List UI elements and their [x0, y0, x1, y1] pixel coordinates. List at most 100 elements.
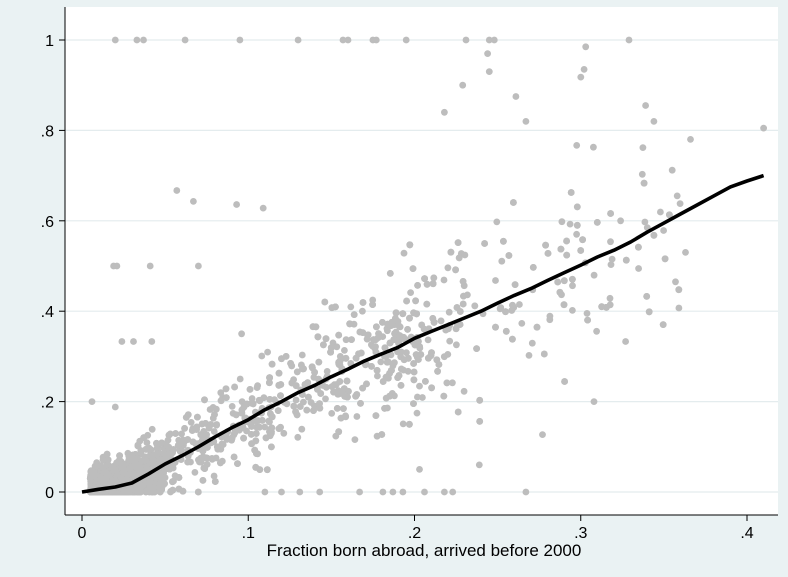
scatter-point	[113, 459, 121, 467]
scatter-point	[502, 308, 509, 316]
fit-line	[81, 173, 765, 494]
scatter-point	[389, 488, 397, 496]
scatter-point	[120, 465, 127, 473]
scatter-point	[248, 422, 256, 430]
scatter-point	[643, 293, 651, 300]
scatter-point	[359, 299, 367, 306]
scatter-point	[675, 286, 683, 294]
scatter-point	[356, 488, 363, 496]
scatter-point	[277, 423, 284, 431]
scatter-point	[428, 384, 435, 392]
scatter-point	[372, 336, 380, 343]
scatter-point	[546, 316, 554, 324]
scatter-point	[335, 428, 343, 436]
scatter-point	[502, 327, 510, 335]
scatter-point	[573, 221, 581, 229]
x-tick-label: .2	[408, 525, 421, 542]
scatter-point	[234, 460, 241, 467]
scatter-point	[274, 407, 282, 414]
scatter-point	[404, 354, 412, 362]
ticks: 0 .2 .4 .6 .8 1 0 .1 .2 .3 .4	[41, 33, 754, 542]
scatter-point	[140, 434, 148, 442]
scatter-point	[560, 277, 568, 285]
scatter-point	[255, 423, 263, 431]
y-tick-label: .4	[41, 304, 54, 321]
scatter-point	[339, 36, 347, 44]
scatter-point	[343, 377, 351, 385]
scatter-point	[188, 427, 196, 434]
scatter-point	[125, 456, 133, 464]
scatter-point	[350, 311, 358, 318]
x-axis-title: Fraction born abroad, arrived before 200…	[267, 541, 582, 560]
scatter-point	[577, 247, 585, 254]
scatter-point	[558, 218, 566, 226]
scatter-point	[445, 308, 453, 316]
scatter-point	[429, 280, 437, 288]
scatter-point	[395, 322, 403, 330]
scatter-point	[580, 66, 588, 73]
scatter-point	[640, 179, 648, 187]
scatter-point	[236, 375, 244, 383]
y-tick-label: .6	[41, 214, 54, 231]
scatter-point	[252, 437, 260, 445]
scatter-point	[382, 373, 390, 381]
scatter-point	[275, 381, 283, 389]
scatter-point	[529, 264, 537, 271]
scatter-point	[511, 281, 519, 288]
scatter-point	[144, 465, 152, 473]
scatter-point	[373, 323, 380, 331]
scatter-point	[650, 231, 658, 239]
scatter-point	[617, 217, 624, 225]
scatter-point	[314, 333, 322, 341]
scatter-point	[668, 166, 676, 174]
scatter-point	[336, 357, 344, 364]
scatter-point	[608, 255, 616, 263]
scatter-point	[386, 392, 394, 400]
scatter-point	[454, 239, 462, 247]
scatter-point	[211, 411, 218, 418]
scatter-point	[305, 393, 312, 401]
scatter-point	[437, 317, 445, 325]
scatter-point	[359, 307, 366, 315]
scatter-point	[231, 383, 239, 391]
scatter-point	[372, 36, 380, 44]
scatter-point	[190, 198, 197, 205]
scatter-point	[566, 220, 574, 228]
scatter-point	[199, 447, 207, 455]
scatter-point	[156, 456, 164, 463]
scatter-point	[404, 367, 412, 375]
scatter-point	[210, 472, 218, 480]
scatter-point	[554, 278, 562, 286]
scatter-point	[156, 488, 164, 496]
scatter-point	[213, 421, 220, 429]
scatter-point	[336, 378, 344, 385]
scatter-point	[111, 403, 119, 411]
scatter-point	[108, 488, 115, 496]
scatter-point	[258, 352, 266, 360]
scatter-point	[248, 399, 256, 407]
scatter-point	[334, 390, 342, 398]
scatter-point	[563, 251, 571, 259]
scatter-point	[179, 487, 187, 495]
scatter-point	[687, 136, 694, 143]
scatter-point	[391, 359, 398, 367]
scatter-point	[320, 341, 327, 349]
scatter-point	[253, 450, 260, 457]
scatter-point	[327, 344, 335, 352]
scatter-point	[567, 189, 575, 196]
scatter-point	[197, 454, 205, 462]
scatter-point	[337, 414, 345, 422]
scatter-point	[542, 241, 549, 249]
scatter-point	[414, 393, 421, 401]
scatter-point	[449, 488, 457, 496]
scatter-point	[288, 362, 296, 370]
scatter-point	[341, 347, 348, 354]
scatter-point	[298, 425, 306, 433]
scatter-point	[593, 327, 600, 335]
scatter-point	[194, 413, 201, 421]
scatter-point	[181, 425, 189, 432]
scatter-point	[492, 277, 499, 284]
scatter-point	[316, 404, 324, 412]
scatter-point	[512, 93, 520, 100]
scatter-point	[423, 300, 431, 308]
